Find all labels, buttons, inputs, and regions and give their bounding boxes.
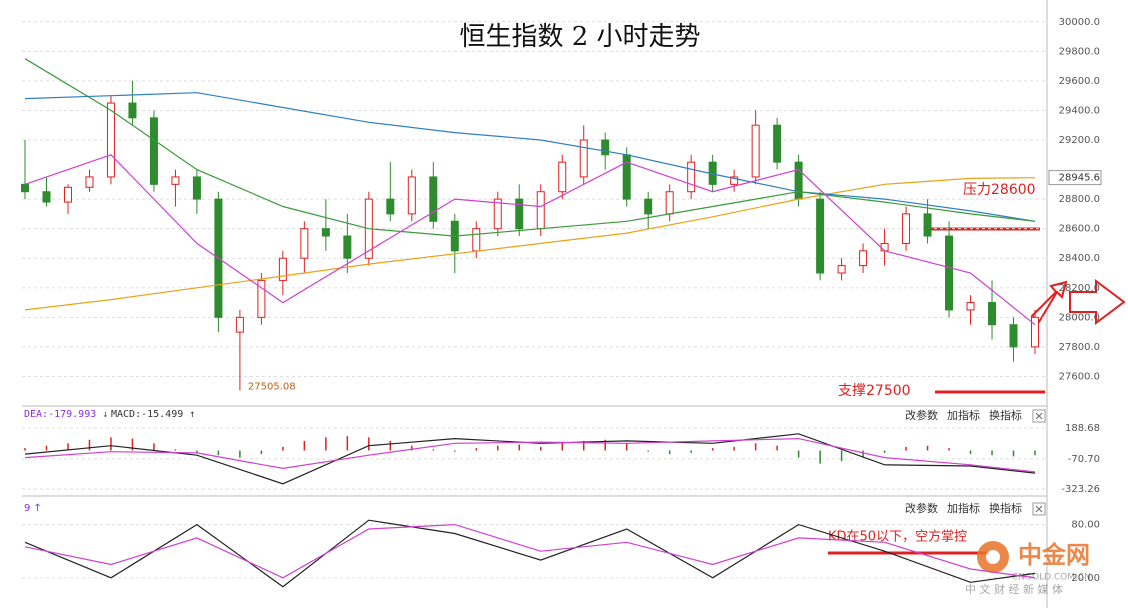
y-tick-label: 29800.0 bbox=[1059, 46, 1100, 57]
toolbar-button[interactable]: 加指标 bbox=[947, 408, 980, 422]
y-tick-label: 188.68 bbox=[1065, 423, 1100, 434]
candle-body bbox=[536, 191, 545, 230]
candle-body bbox=[149, 117, 158, 185]
y-tick-label: 29600.0 bbox=[1059, 76, 1100, 87]
toolbar-button[interactable]: 改参数 bbox=[905, 408, 938, 422]
candle-body bbox=[386, 198, 395, 215]
indicator-line bbox=[24, 519, 1036, 588]
candle-body bbox=[794, 161, 803, 200]
candle-body bbox=[558, 161, 567, 193]
indicator-line bbox=[24, 437, 1036, 473]
toolbar-button[interactable]: 改参数 bbox=[905, 501, 938, 515]
arrow-icon bbox=[1069, 279, 1126, 325]
candle-body bbox=[42, 191, 51, 203]
indicator-line bbox=[24, 154, 1036, 326]
candle-body bbox=[988, 302, 997, 326]
last-price-box bbox=[1048, 170, 1102, 186]
kd-header: 9 ↑ bbox=[24, 503, 42, 514]
candle-body bbox=[945, 235, 954, 311]
candle-body bbox=[859, 250, 868, 267]
y-tick-label: -70.70 bbox=[1068, 454, 1100, 465]
candle-body bbox=[472, 228, 481, 252]
y-tick-label: 80.00 bbox=[1071, 520, 1100, 531]
candle-body bbox=[622, 154, 631, 200]
logo-slogan: 中 文 财 经 新 媒 体 bbox=[965, 582, 1063, 596]
candle-body bbox=[773, 124, 782, 163]
candle-body bbox=[687, 161, 696, 193]
candle-body bbox=[343, 235, 352, 259]
candle-body bbox=[730, 176, 739, 185]
candle-body bbox=[923, 213, 932, 237]
candle-body bbox=[171, 176, 180, 185]
candle-body bbox=[257, 279, 266, 318]
close-button[interactable] bbox=[1032, 502, 1046, 516]
candle-body bbox=[106, 102, 115, 178]
annotation: KD在50以下，空方掌控 bbox=[828, 529, 967, 545]
low-label: 27505.08 bbox=[248, 381, 296, 392]
logo-name: 中金网 bbox=[1018, 541, 1090, 569]
y-tick-label: 27800.0 bbox=[1059, 342, 1100, 353]
candle-body bbox=[579, 139, 588, 178]
close-button[interactable] bbox=[1032, 409, 1046, 423]
candle-body bbox=[1009, 324, 1018, 348]
y-tick-label: 29200.0 bbox=[1059, 135, 1100, 146]
last-price-label: 28945.6 bbox=[1059, 173, 1100, 184]
indicator-line bbox=[24, 92, 1036, 222]
candle-body bbox=[816, 198, 825, 274]
indicator-line bbox=[24, 58, 1036, 237]
candle-body bbox=[902, 213, 911, 244]
indicator-line bbox=[24, 523, 1036, 579]
candle-body bbox=[128, 102, 137, 119]
toolbar-button[interactable]: 换指标 bbox=[989, 501, 1022, 515]
y-tick-label: 30000.0 bbox=[1059, 17, 1100, 28]
toolbar-button[interactable]: 换指标 bbox=[989, 408, 1022, 422]
y-tick-label: 28400.0 bbox=[1059, 253, 1100, 264]
y-tick-label: 28800.0 bbox=[1059, 194, 1100, 205]
candle-body bbox=[751, 124, 760, 178]
candle-body bbox=[880, 242, 889, 252]
candle-body bbox=[837, 265, 846, 274]
logo-domain: CNGOLD.COM.CN bbox=[1012, 573, 1091, 583]
candle-body bbox=[601, 139, 610, 156]
macd-header: DEA:-179.993 ↓ bbox=[24, 409, 108, 420]
logo: 中金网 CNGOLD.COM.CN 中 文 财 经 新 媒 体 bbox=[965, 541, 1091, 596]
y-tick-label: 29400.0 bbox=[1059, 105, 1100, 116]
toolbar-button[interactable]: 加指标 bbox=[947, 501, 980, 515]
candle-body bbox=[1031, 316, 1039, 348]
candle-body bbox=[278, 257, 287, 281]
y-tick-label: -323.26 bbox=[1061, 484, 1100, 495]
candle-body bbox=[515, 198, 524, 230]
macd-header: MACD:-15.499 ↑ bbox=[111, 409, 195, 420]
indicator-line bbox=[24, 177, 1036, 311]
y-tick-label: 27600.0 bbox=[1059, 371, 1100, 382]
candle-body bbox=[192, 176, 201, 200]
candle-body bbox=[300, 228, 309, 259]
candle-body bbox=[407, 176, 416, 215]
logo-icon bbox=[986, 550, 1000, 564]
y-tick-label: 20.00 bbox=[1071, 573, 1100, 584]
candle-body bbox=[21, 183, 29, 193]
indicator-line bbox=[24, 433, 1036, 485]
chart-title: 恒生指数 2 小时走势 bbox=[459, 22, 700, 52]
y-tick-label: 28600.0 bbox=[1059, 224, 1100, 235]
candle-body bbox=[493, 198, 502, 230]
y-tick-label: 28200.0 bbox=[1059, 283, 1100, 294]
candle-body bbox=[644, 198, 653, 215]
candle-body bbox=[429, 176, 438, 222]
annotation: 支撑27500 bbox=[838, 383, 911, 399]
candle-body bbox=[321, 228, 330, 237]
toolbar: 改参数 加指标 换指标 改参数 加指标 换指标 bbox=[905, 408, 1046, 516]
annotation: 压力28600 bbox=[963, 182, 1036, 198]
y-tick-label: 28000.0 bbox=[1059, 312, 1100, 323]
candle-body bbox=[966, 302, 975, 311]
candle-body bbox=[665, 191, 674, 215]
candle-body bbox=[63, 186, 72, 203]
candle-body bbox=[85, 176, 94, 188]
candle-body bbox=[235, 316, 244, 333]
